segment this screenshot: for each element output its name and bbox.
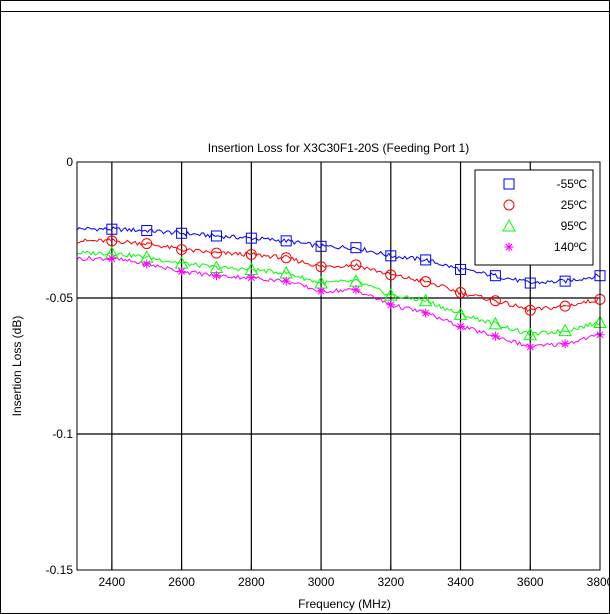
- marker-asterisk: [386, 300, 396, 310]
- series-line: [76, 226, 601, 285]
- marker-square: [503, 178, 515, 190]
- marker-square: [420, 254, 432, 266]
- x-axis-label: Frequency (MHz): [298, 597, 391, 611]
- top-divider: [0, 11, 610, 12]
- marker-circle: [489, 295, 501, 307]
- marker-circle: [420, 276, 432, 288]
- marker-asterisk: [177, 266, 187, 276]
- marker-square: [350, 242, 362, 254]
- marker-circle: [315, 261, 327, 273]
- marker-square: [559, 275, 571, 287]
- series-markers-3: [107, 254, 605, 352]
- marker-circle: [176, 244, 188, 256]
- marker-square: [524, 277, 536, 289]
- marker-triangle: [418, 293, 433, 307]
- marker-asterisk: [211, 271, 221, 281]
- marker-asterisk: [246, 273, 256, 283]
- marker-circle: [245, 248, 257, 260]
- x-tick-label: 2800: [238, 575, 265, 589]
- marker-asterisk: [142, 259, 152, 269]
- legend-label: 95ºC: [561, 219, 588, 233]
- legend-item: 140ºC: [504, 240, 587, 254]
- series-line: [76, 250, 601, 338]
- marker-asterisk: [456, 322, 466, 332]
- marker-triangle: [488, 316, 503, 330]
- x-tick-label: 3000: [308, 575, 335, 589]
- series-markers-0: [106, 223, 606, 289]
- marker-square: [106, 223, 118, 235]
- marker-triangle: [502, 218, 516, 232]
- y-tick-label: -0.1: [52, 427, 73, 441]
- y-tick-label: -0.05: [46, 291, 74, 305]
- y-tick-label: 0: [66, 155, 73, 169]
- marker-triangle: [453, 307, 468, 320]
- x-tick-label: 2400: [99, 575, 126, 589]
- marker-triangle: [558, 323, 572, 337]
- legend-label: 140ºC: [554, 240, 587, 254]
- marker-circle: [210, 247, 222, 259]
- marker-circle: [106, 235, 118, 247]
- marker-asterisk: [107, 254, 117, 264]
- legend-box: [474, 169, 594, 266]
- marker-asterisk: [504, 242, 514, 252]
- series-line: [76, 255, 601, 349]
- legend-label: 25ºC: [561, 198, 588, 212]
- legend: -55ºC 25ºC 95ºC 140ºC: [474, 169, 594, 266]
- marker-circle: [385, 269, 397, 281]
- marker-square: [280, 235, 292, 247]
- marker-square: [385, 250, 397, 262]
- y-axis-label: Insertion Loss (dB): [10, 316, 24, 417]
- marker-square: [176, 227, 188, 239]
- axes-box: [76, 161, 601, 571]
- marker-square: [455, 263, 467, 275]
- chart-title: Insertion Loss for X3C30F1-20S (Feeding …: [208, 141, 469, 155]
- legend-item: 95ºC: [502, 218, 588, 233]
- marker-square: [489, 270, 501, 282]
- legend-label: -55ºC: [557, 177, 588, 191]
- marker-square: [315, 240, 327, 252]
- marker-square: [245, 232, 257, 244]
- marker-square: [141, 225, 153, 237]
- x-tick-label: 3400: [447, 575, 474, 589]
- marker-asterisk: [560, 339, 570, 349]
- marker-asterisk: [525, 342, 535, 352]
- series-line: [76, 238, 601, 313]
- marker-asterisk: [316, 286, 326, 296]
- marker-asterisk: [490, 331, 500, 341]
- legend-item: -55ºC: [503, 177, 588, 191]
- marker-circle: [524, 304, 536, 316]
- x-tick-label: 2600: [168, 575, 195, 589]
- marker-circle: [350, 259, 362, 271]
- y-tick-label: -0.15: [46, 563, 74, 577]
- marker-circle: [559, 300, 571, 312]
- legend-item: 25ºC: [503, 198, 588, 212]
- marker-asterisk: [281, 276, 291, 286]
- marker-asterisk: [351, 285, 361, 295]
- marker-asterisk: [421, 308, 431, 318]
- marker-circle: [141, 238, 153, 250]
- marker-circle: [455, 287, 467, 299]
- x-tick-label: 3200: [377, 575, 404, 589]
- marker-circle: [280, 252, 292, 264]
- x-tick-label: 3600: [517, 575, 544, 589]
- marker-square: [210, 230, 222, 242]
- marker-circle: [503, 199, 515, 211]
- marker-triangle: [523, 327, 538, 341]
- marker-triangle: [383, 288, 398, 301]
